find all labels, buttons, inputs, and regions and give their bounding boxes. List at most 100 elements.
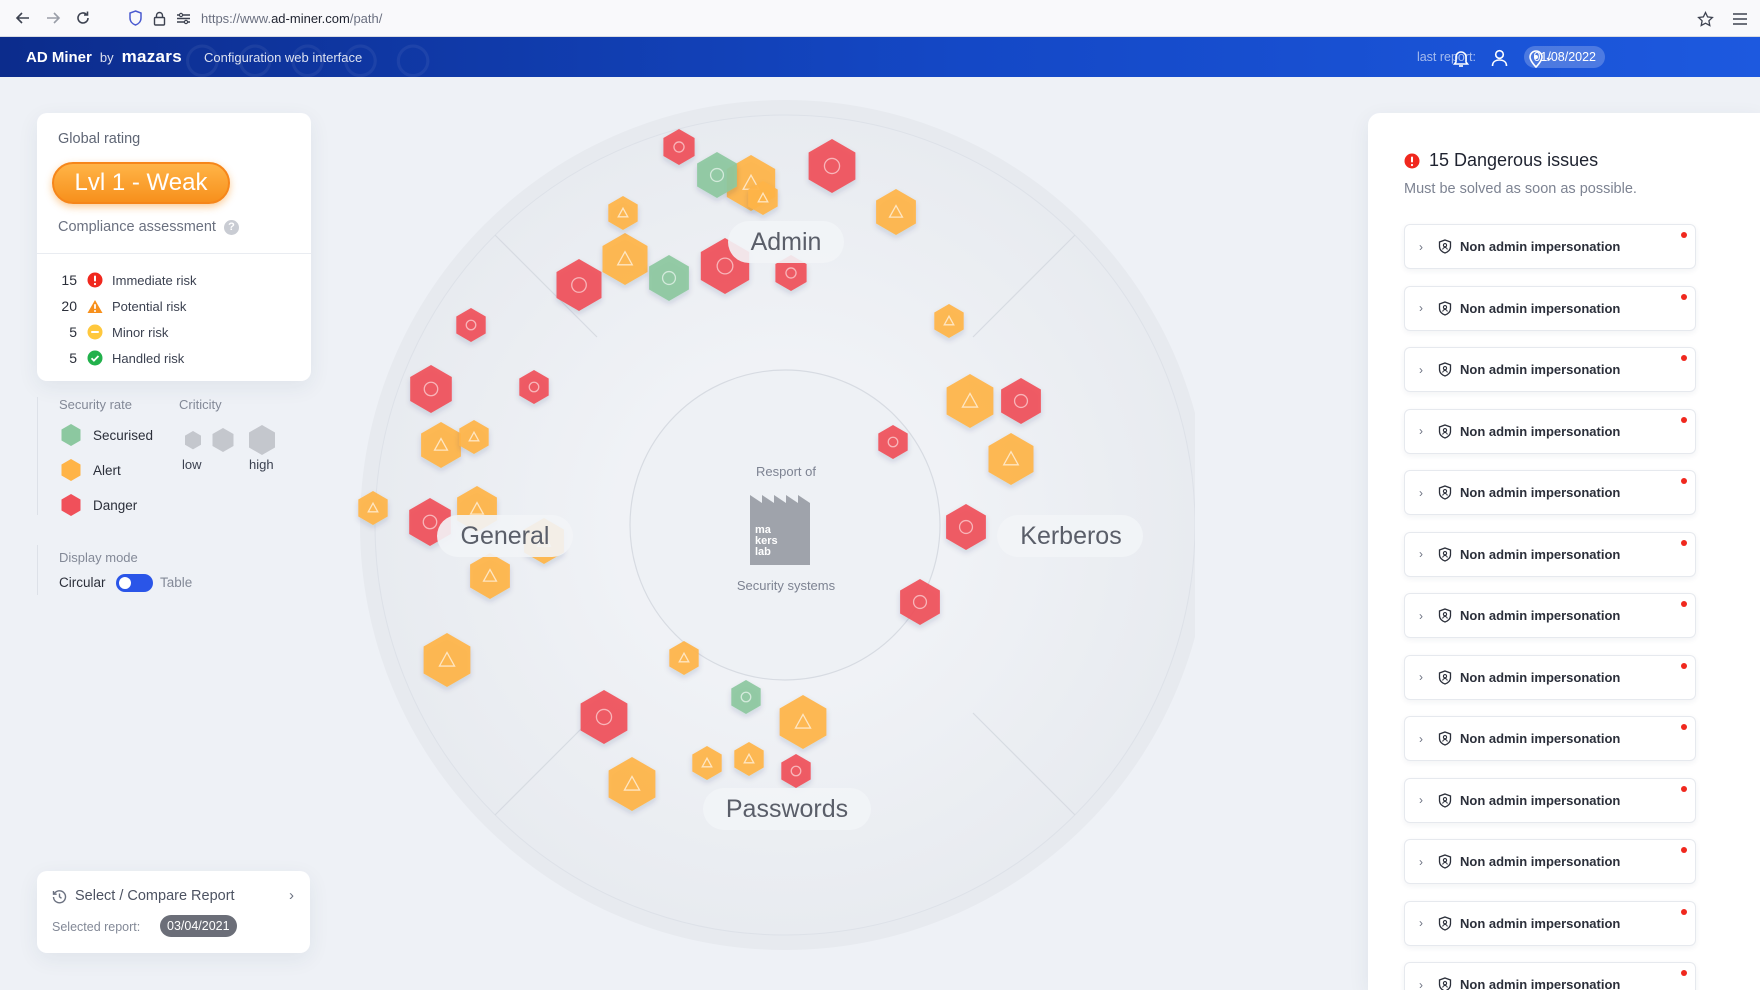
chevron-right-icon[interactable]: ›	[1419, 608, 1423, 623]
bell-icon	[1452, 50, 1470, 67]
forward-arrow-icon	[47, 12, 61, 24]
danger-risk-hexagon[interactable]	[878, 425, 908, 459]
issue-item[interactable]: › Non admin impersonation	[1404, 408, 1696, 454]
chevron-right-icon[interactable]: ›	[1419, 301, 1423, 315]
issue-item[interactable]: › Non admin impersonation	[1404, 285, 1696, 331]
notifications-button[interactable]	[1450, 47, 1472, 69]
securised-risk-hexagon[interactable]	[731, 680, 761, 714]
chevron-right-icon[interactable]: ›	[1419, 793, 1423, 807]
sector-label-passwords[interactable]: Passwords	[703, 788, 871, 830]
sector-label-general[interactable]: General	[437, 515, 573, 557]
address-bar[interactable]: https://www.ad-miner.com/path/	[128, 10, 382, 26]
menu-button[interactable]	[1725, 4, 1755, 34]
compliance-label: Compliance assessment	[58, 219, 216, 235]
issue-item[interactable]: › Non admin impersonation	[1404, 593, 1696, 638]
issue-item[interactable]: › Non admin impersonation	[1404, 531, 1696, 577]
chevron-right-icon[interactable]: ›	[1419, 854, 1423, 869]
star-icon	[1696, 10, 1714, 27]
app-brand[interactable]: AD Miner	[26, 48, 92, 66]
issue-label: Non admin impersonation	[1460, 731, 1621, 746]
chevron-right-icon[interactable]: ›	[1419, 916, 1423, 930]
danger-risk-hexagon[interactable]	[900, 579, 940, 625]
chevron-right-icon[interactable]: ›	[1419, 547, 1423, 561]
chevron-right-icon[interactable]: ›	[289, 887, 294, 904]
chevron-right-icon[interactable]: ›	[1419, 977, 1423, 990]
chevron-right-icon[interactable]: ›	[1419, 731, 1423, 746]
alert-risk-hexagon[interactable]	[602, 233, 648, 285]
alert-risk-hexagon[interactable]	[779, 695, 827, 749]
alert-risk-hexagon[interactable]	[692, 746, 722, 780]
risk-hexagons	[358, 129, 1041, 811]
compliance-assessment[interactable]: Compliance assessment ?	[58, 219, 239, 235]
issue-item[interactable]: › Non admin impersonation	[1404, 347, 1696, 392]
alert-risk-hexagon[interactable]	[421, 422, 461, 468]
warning-triangle-icon	[482, 568, 498, 582]
warning-triangle-icon	[617, 206, 629, 218]
issue-item[interactable]: › Non admin impersonation	[1404, 962, 1696, 990]
issue-item[interactable]: › Non admin impersonation	[1404, 839, 1696, 884]
chevron-right-icon[interactable]: ›	[1419, 485, 1423, 500]
url-text[interactable]: https://www.ad-miner.com/path/	[201, 10, 383, 26]
danger-risk-hexagon[interactable]	[775, 255, 807, 291]
sector-label-kerberos[interactable]: Kerberos	[997, 515, 1143, 557]
chevron-right-icon[interactable]: ›	[1419, 239, 1423, 254]
risk-label: Minor risk	[112, 324, 169, 340]
user-button[interactable]	[1488, 47, 1510, 69]
legend-label: Danger	[93, 497, 138, 513]
issue-item[interactable]: › Non admin impersonation	[1404, 900, 1696, 946]
danger-risk-hexagon[interactable]	[580, 690, 628, 744]
location-dropdown[interactable]	[1526, 47, 1556, 69]
selected-report-label: Selected report:	[52, 920, 141, 934]
issues-title-text: 15 Dangerous issues	[1429, 150, 1599, 170]
alert-risk-hexagon[interactable]	[608, 757, 656, 811]
forward-button[interactable]	[38, 3, 68, 33]
alert-risk-hexagon[interactable]	[358, 491, 388, 525]
danger-risk-hexagon[interactable]	[808, 139, 856, 193]
danger-circle-icon	[958, 519, 974, 535]
issue-item[interactable]: › Non admin impersonation	[1404, 777, 1696, 823]
danger-risk-hexagon[interactable]	[663, 129, 695, 165]
legend-securised: Securised	[60, 423, 153, 447]
alert-risk-hexagon[interactable]	[876, 189, 916, 235]
alert-risk-hexagon[interactable]	[669, 641, 699, 675]
danger-risk-hexagon[interactable]	[519, 370, 549, 404]
danger-risk-hexagon[interactable]	[946, 504, 986, 550]
issue-item[interactable]: › Non admin impersonation	[1404, 716, 1696, 761]
chevron-right-icon[interactable]: ›	[1419, 424, 1423, 438]
danger-risk-hexagon[interactable]	[556, 259, 602, 311]
issue-item[interactable]: › Non admin impersonation	[1404, 470, 1696, 515]
danger-circle-icon	[887, 436, 899, 448]
alert-risk-hexagon[interactable]	[946, 374, 994, 428]
securised-risk-hexagon[interactable]	[649, 255, 689, 301]
mode-circular-label[interactable]: Circular	[59, 575, 106, 590]
issue-item[interactable]: › Non admin impersonation	[1404, 654, 1696, 700]
danger-circle-icon	[465, 319, 477, 331]
alert-risk-hexagon[interactable]	[988, 433, 1034, 485]
chevron-right-icon[interactable]: ›	[1419, 670, 1423, 684]
svg-text:lab: lab	[755, 546, 771, 558]
back-button[interactable]	[8, 3, 38, 33]
help-icon[interactable]: ?	[223, 219, 239, 235]
issue-item[interactable]: › Non admin impersonation	[1404, 224, 1696, 269]
securised-risk-hexagon[interactable]	[697, 152, 737, 198]
global-rating-card: Global rating Lvl 1 - Weak Compliance as…	[37, 113, 311, 381]
reload-button[interactable]	[68, 3, 98, 33]
alert-risk-hexagon[interactable]	[734, 742, 764, 776]
danger-risk-hexagon[interactable]	[781, 754, 811, 788]
alert-risk-hexagon[interactable]	[608, 196, 638, 230]
alert-risk-hexagon[interactable]	[423, 633, 471, 687]
select-compare-report-button[interactable]: Select / Compare Report	[52, 888, 235, 904]
alert-risk-hexagon[interactable]	[748, 181, 778, 215]
display-mode-toggle[interactable]	[116, 574, 153, 592]
danger-risk-hexagon[interactable]	[1001, 378, 1041, 424]
chevron-right-icon[interactable]: ›	[1419, 362, 1423, 377]
status-dot	[1681, 601, 1687, 607]
alert-risk-hexagon[interactable]	[934, 304, 964, 338]
sector-label-admin[interactable]: Admin	[728, 221, 844, 263]
bookmark-button[interactable]	[1690, 4, 1720, 34]
danger-risk-hexagon[interactable]	[456, 308, 486, 342]
alert-risk-hexagon[interactable]	[459, 420, 489, 454]
alert-risk-hexagon[interactable]	[470, 553, 510, 599]
danger-risk-hexagon[interactable]	[410, 365, 452, 413]
mode-table-label[interactable]: Table	[160, 575, 193, 590]
